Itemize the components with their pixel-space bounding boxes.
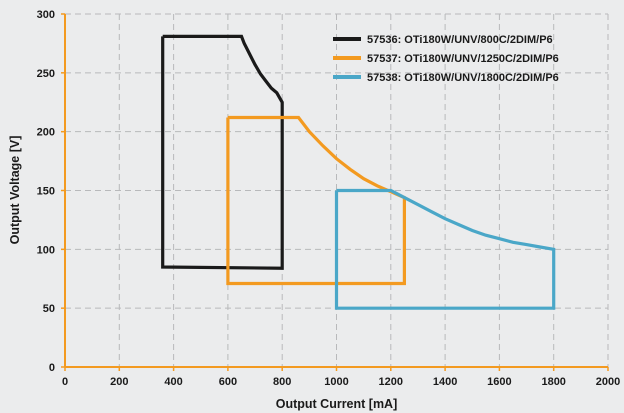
y-tick-label: 50 — [43, 303, 55, 315]
x-tick-label: 600 — [219, 376, 237, 388]
axes — [61, 13, 609, 371]
x-tick-label: 1400 — [433, 376, 457, 388]
y-tick-label: 200 — [37, 127, 55, 139]
legend: 57536: OTi180W/UNV/800C/2DIM/P6 57537: OT… — [333, 34, 559, 84]
y-tick-label: 100 — [37, 244, 55, 256]
y-tick-labels: 0 50 100 150 200 250 300 — [37, 9, 55, 374]
series-line-2 — [226, 115, 406, 286]
legend-label-2: 57537: OTi180W/UNV/1250C/2DIM/P6 — [367, 53, 559, 65]
x-tick-label: 2000 — [596, 376, 620, 388]
x-tick-label: 1000 — [324, 376, 348, 388]
series-line-3 — [334, 188, 556, 310]
y-axis-title: Output Voltage [V] — [8, 136, 22, 245]
x-tick-label: 200 — [110, 376, 128, 388]
x-tick-label: 0 — [62, 376, 68, 388]
y-tick-label: 0 — [49, 362, 55, 374]
x-tick-label: 1600 — [487, 376, 511, 388]
legend-label-3: 57538: OTi180W/UNV/1800C/2DIM/P6 — [367, 72, 559, 84]
y-tick-label: 300 — [37, 9, 55, 21]
y-tick-label: 150 — [37, 186, 55, 198]
x-tick-label: 800 — [273, 376, 291, 388]
x-tick-labels: 0 200 400 600 800 1000 1200 1400 1600 1800 2000 — [62, 376, 620, 388]
x-axis-title: Output Current [mA] — [276, 397, 398, 411]
series-line-1 — [161, 34, 284, 270]
y-tick-label: 250 — [37, 68, 55, 80]
x-tick-label: 400 — [164, 376, 182, 388]
x-tick-label: 1800 — [541, 376, 565, 388]
x-tick-label: 1200 — [379, 376, 403, 388]
series-lines — [161, 34, 556, 310]
legend-label-1: 57536: OTi180W/UNV/800C/2DIM/P6 — [367, 34, 553, 46]
